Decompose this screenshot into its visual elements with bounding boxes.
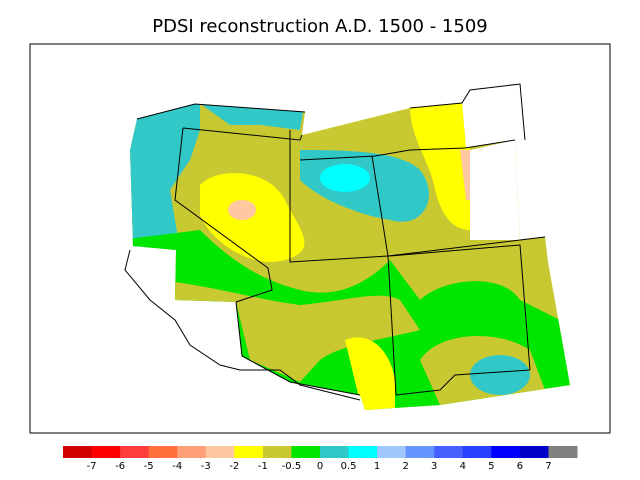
colorbar-label: -5 (144, 461, 154, 472)
colorbar-box (434, 446, 464, 458)
colorbar-box (177, 446, 207, 458)
field-yellow-south (345, 337, 395, 410)
colorbar-label: 4 (460, 461, 466, 472)
field-peach-west (228, 200, 256, 220)
colorbar-box (148, 446, 178, 458)
colorbar-box (519, 446, 549, 458)
colorbar-label: -0.5 (282, 461, 302, 472)
colorbar-label: -3 (201, 461, 211, 472)
field-missing-ne (470, 140, 520, 240)
colorbar-box (348, 446, 378, 458)
state-boundaries (124, 83, 546, 401)
colorbar-label: 6 (517, 461, 523, 472)
colorbar-label: 0 (317, 461, 323, 472)
colorbar-label: -1 (258, 461, 268, 472)
colorbar-label: 2 (402, 461, 408, 472)
field-cyan (320, 164, 370, 192)
colorbar-box (63, 446, 93, 458)
field-yellow-west (200, 173, 305, 262)
colorbar-box (205, 446, 235, 458)
field-teal-west (130, 103, 200, 250)
colorbar-box (320, 446, 350, 458)
colorbar-label: 0.5 (341, 461, 357, 472)
colorbar-box (291, 446, 321, 458)
colorbar-box (91, 446, 121, 458)
field-olive-south (175, 282, 420, 382)
colorbar-label: -4 (172, 461, 182, 472)
map-title: PDSI reconstruction A.D. 1500 - 1509 (152, 16, 488, 37)
colorbar-box (234, 446, 264, 458)
colorbar-label: -7 (87, 461, 97, 472)
colorbar-label: 1 (374, 461, 380, 472)
colorbar-label: 5 (488, 461, 494, 472)
colorbar-label: 7 (545, 461, 551, 472)
colorbar-box (405, 446, 435, 458)
colorbar-label: -6 (115, 461, 125, 472)
colorbar-box (377, 446, 407, 458)
colorbar: -7 -6 -5 -4 -3 -2 -1 -0.5 0 0.5 1 2 3 4 5 6 7 (63, 446, 578, 472)
colorbar-box (491, 446, 521, 458)
field-yellow-ne (410, 103, 470, 230)
colorbar-box (120, 446, 150, 458)
colorbar-label: 3 (431, 461, 437, 472)
colorbar-box (262, 446, 292, 458)
colorbar-box (548, 446, 578, 458)
colorbar-box (462, 446, 492, 458)
colorbar-label: -2 (229, 461, 239, 472)
field-teal-se (470, 355, 530, 395)
